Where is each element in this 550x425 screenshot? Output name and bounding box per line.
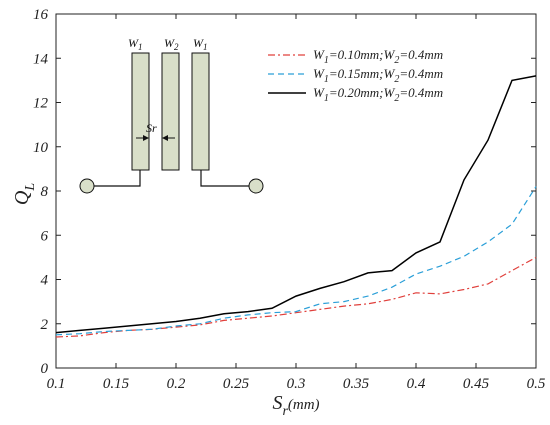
legend-entry-series-2: W1=0.15mm;W2=0.4mm: [313, 66, 443, 85]
x-tick-label: 0.5: [527, 376, 546, 392]
y-tick-label: 2: [41, 317, 49, 333]
x-tick-label: 0.3: [287, 376, 306, 392]
x-axis-label-sub: r: [282, 404, 288, 419]
schematic-strip-middle: [161, 52, 180, 171]
y-axis-label: QL: [11, 183, 38, 205]
schematic-strip-right: [191, 52, 210, 171]
x-tick-label: 0.2: [167, 376, 186, 392]
y-axis-label-sub: L: [23, 183, 38, 192]
schematic-strip-left: [131, 52, 150, 171]
y-tick-label: 0: [41, 361, 49, 377]
y-axis-label-main: Q: [11, 190, 33, 205]
x-tick-label: 0.35: [343, 376, 370, 392]
schematic-arrowhead-right: [143, 135, 149, 141]
axis-ticks: [55, 13, 537, 369]
x-tick-label: 0.1: [47, 376, 66, 392]
y-tick-label: 14: [33, 51, 49, 67]
schematic-gap-label: Sr: [146, 121, 157, 135]
x-tick-label: 0.45: [463, 376, 490, 392]
y-tick-label: 6: [41, 228, 49, 244]
y-tick-label: 8: [41, 184, 49, 200]
legend: W1=0.10mm;W2=0.4mm W1=0.15mm;W2=0.4mm W1…: [268, 47, 443, 104]
y-tick-label: 12: [33, 96, 49, 112]
y-tick-label: 10: [33, 140, 49, 156]
resonator-schematic: W1 W2 W1 Sr: [79, 36, 264, 194]
schematic-port-left: [79, 178, 95, 194]
x-tick-label: 0.4: [407, 376, 426, 392]
x-tick-label: 0.15: [103, 376, 130, 392]
y-tick-labels: 0 2 4 6 8 10 12 14 16: [33, 7, 49, 377]
schematic-label-w2: W2: [164, 36, 179, 52]
y-tick-label: 16: [33, 7, 49, 23]
legend-entry-series-1: W1=0.10mm;W2=0.4mm: [313, 47, 443, 66]
series-line-2: [55, 186, 537, 336]
schematic-label-w1-left: W1: [128, 36, 143, 52]
x-axis-label-unit: (mm): [288, 397, 320, 413]
schematic-label-w1-right: W1: [193, 36, 208, 52]
schematic-arrowhead-left: [162, 135, 168, 141]
series-line-3: [55, 75, 537, 334]
x-tick-label: 0.25: [223, 376, 250, 392]
y-tick-label: 4: [41, 273, 49, 289]
schematic-feed-line-right: [200, 170, 249, 187]
x-tick-labels: 0.1 0.15 0.2 0.25 0.3 0.35 0.4 0.45 0.5: [47, 376, 546, 392]
x-axis-label-main: S: [272, 392, 282, 414]
legend-entry-series-3: W1=0.20mm;W2=0.4mm: [313, 85, 443, 104]
schematic-port-right: [248, 178, 264, 194]
x-axis-label: Sr(mm): [272, 392, 319, 419]
schematic-feed-line-left: [94, 170, 141, 187]
plot-area: [55, 13, 537, 369]
series-lines: [55, 75, 537, 338]
